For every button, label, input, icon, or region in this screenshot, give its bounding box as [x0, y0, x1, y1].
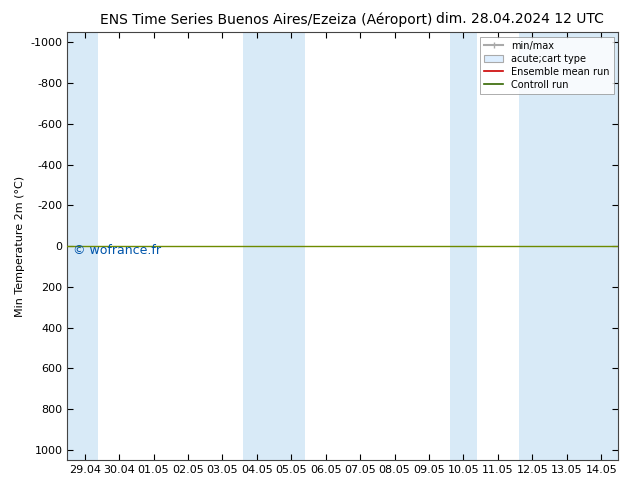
- Bar: [67, 32, 98, 460]
- Text: © wofrance.fr: © wofrance.fr: [73, 244, 161, 257]
- Text: dim. 28.04.2024 12 UTC: dim. 28.04.2024 12 UTC: [436, 12, 604, 26]
- Legend: min/max, acute;cart type, Ensemble mean run, Controll run: min/max, acute;cart type, Ensemble mean …: [480, 37, 614, 94]
- Bar: [519, 32, 619, 460]
- Bar: [450, 32, 477, 460]
- Text: ENS Time Series Buenos Aires/Ezeiza (Aéroport): ENS Time Series Buenos Aires/Ezeiza (Aér…: [100, 12, 432, 27]
- Y-axis label: Min Temperature 2m (°C): Min Temperature 2m (°C): [15, 175, 25, 317]
- Bar: [243, 32, 305, 460]
